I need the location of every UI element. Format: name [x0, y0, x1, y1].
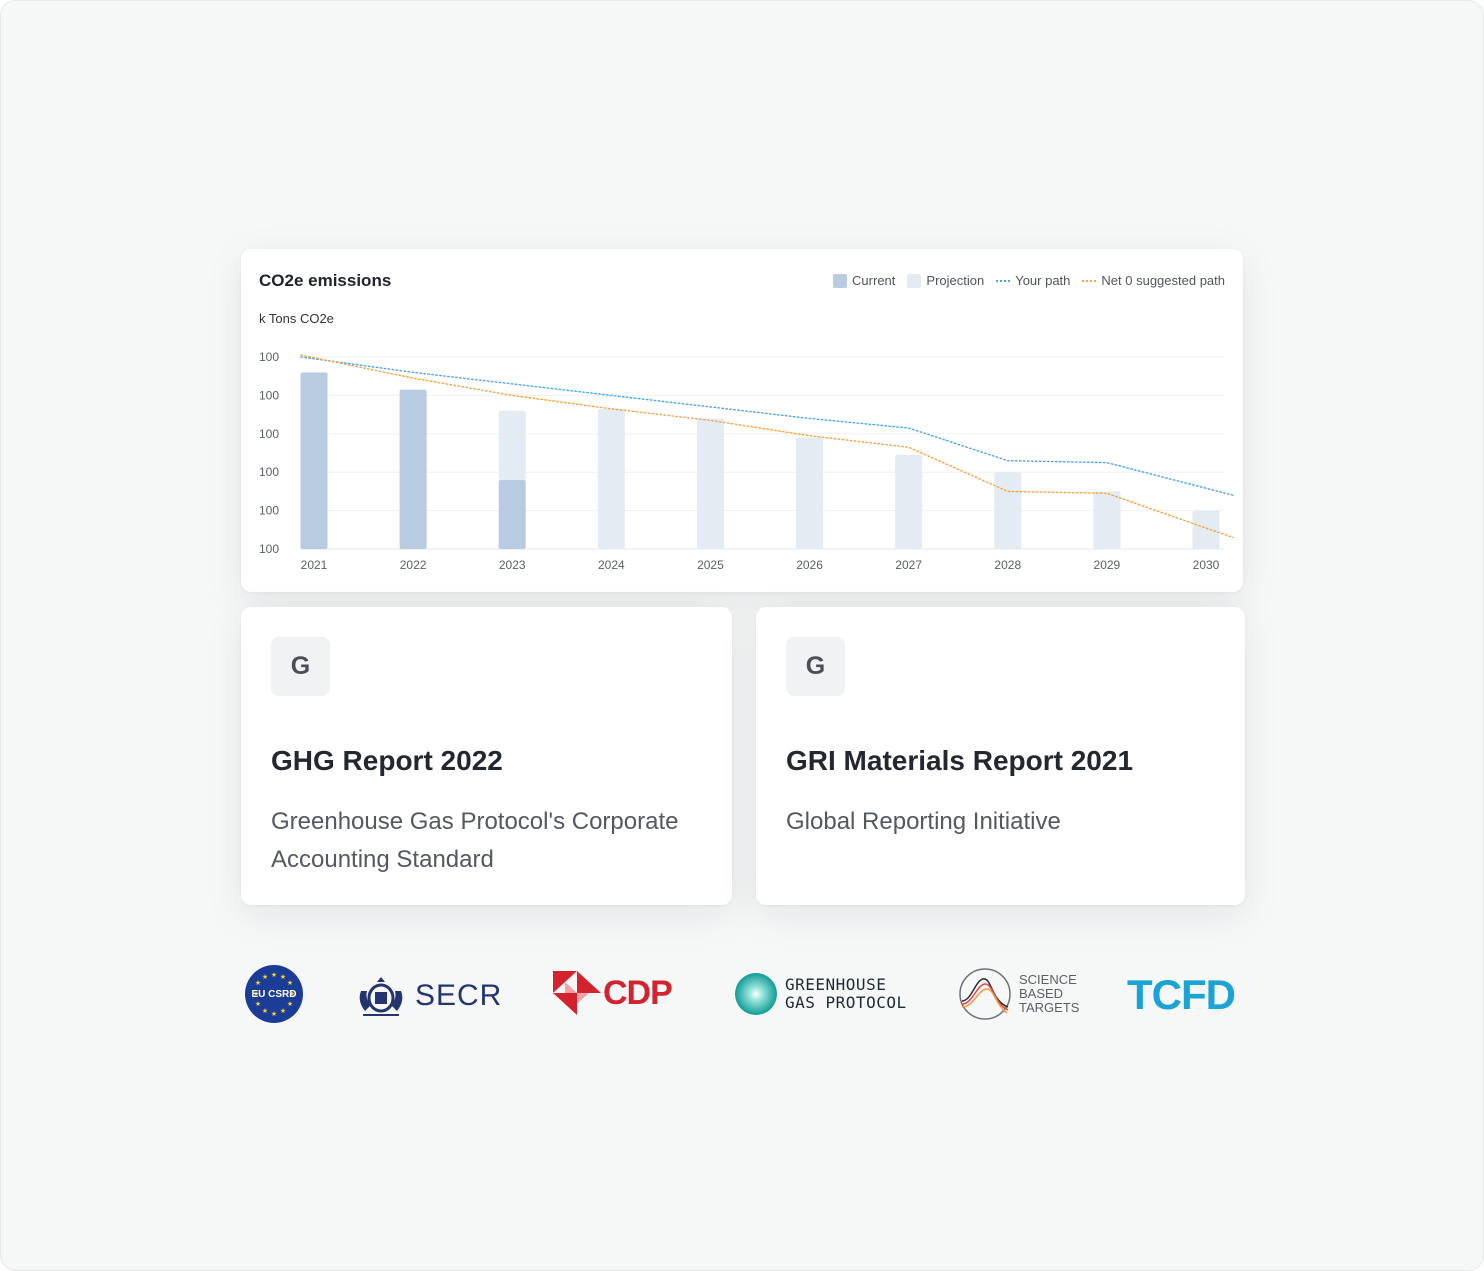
cdp-label: CDP	[603, 973, 673, 1012]
legend-label-current: Current	[852, 273, 896, 288]
bar-current	[498, 479, 526, 549]
eu-csrd-logo: ★ ★ ★ ★ ★ ★ ★ ★ ★ ★ ★ ★ EU CSRD	[245, 965, 303, 1023]
ghg-line-2: GAS PROTOCOL	[785, 993, 907, 1012]
report-card-ghg[interactable]: G GHG Report 2022 Greenhouse Gas Protoco…	[241, 607, 732, 905]
line-net-zero-path	[300, 354, 1234, 539]
legend-swatch-your-path	[996, 279, 1011, 282]
sbt-line-2: BASED	[1019, 986, 1064, 1001]
y-tick-label: 100	[259, 504, 279, 518]
report-subtitle: Greenhouse Gas Protocol's Corporate Acco…	[271, 808, 679, 873]
x-tick-label: 2023	[499, 558, 526, 572]
svg-text:★: ★	[255, 1000, 261, 1008]
legend-item-net-zero-path: Net 0 suggested path	[1082, 273, 1225, 288]
line-your-path	[300, 356, 1234, 496]
y-tick-label: 100	[259, 427, 279, 441]
legend-item-projection: Projection	[907, 273, 984, 288]
cdp-mark-icon	[553, 971, 601, 1015]
x-tick-label: 2026	[796, 558, 823, 572]
report-title: GHG Report 2022	[271, 745, 503, 776]
sbt-line-1: SCIENCE	[1019, 972, 1077, 987]
ghg-sphere-icon	[735, 973, 777, 1015]
legend-label-projection: Projection	[926, 273, 985, 288]
ghg-protocol-logo: GREENHOUSE GAS PROTOCOL	[735, 973, 907, 1015]
science-based-targets-logo: SCIENCE BASED TARGETS	[958, 967, 1079, 1021]
bar-projection	[498, 410, 526, 480]
secr-label: SECR	[415, 979, 503, 1012]
legend-swatch-net-zero-path	[1082, 279, 1097, 282]
svg-text:★: ★	[271, 971, 277, 979]
report-logo-icon: G	[271, 637, 330, 696]
svg-text:★: ★	[253, 990, 259, 998]
x-tick-label: 2022	[400, 558, 427, 572]
y-tick-label: 100	[259, 350, 279, 364]
legend-item-current: Current	[833, 273, 895, 288]
svg-text:★: ★	[271, 1010, 277, 1018]
bar-projection	[1192, 510, 1220, 549]
x-tick-label: 2027	[895, 558, 922, 572]
svg-text:★: ★	[287, 979, 293, 987]
x-tick-label: 2021	[301, 558, 328, 572]
x-tick-label: 2030	[1193, 558, 1220, 572]
legend-item-your-path: Your path	[996, 273, 1070, 288]
report-card-gri[interactable]: G GRI Materials Report 2021 Global Repor…	[756, 607, 1245, 905]
sbt-wave-icon	[959, 968, 1011, 1020]
x-tick-label: 2024	[598, 558, 625, 572]
legend-swatch-projection	[907, 273, 922, 288]
svg-text:★: ★	[262, 973, 268, 981]
legend-swatch-current	[833, 273, 848, 288]
ghg-line-1: GREENHOUSE	[785, 975, 887, 994]
cdp-logo: CDP	[553, 971, 673, 1015]
emissions-chart-plot: 100 100 100 100 100 100 2021 2022 2023 2024 2025 20…	[259, 350, 1234, 572]
eu-csrd-label: EU CSRD	[251, 988, 297, 1000]
report-title: GRI Materials Report 2021	[786, 745, 1134, 776]
y-axis-unit-label: k Tons CO2e	[259, 311, 334, 326]
bar-projection	[796, 437, 824, 549]
svg-text:★: ★	[262, 1007, 268, 1015]
x-tick-label: 2025	[697, 558, 724, 572]
y-tick-label: 100	[259, 465, 279, 479]
royal-crest-icon	[359, 977, 403, 1016]
svg-text:★: ★	[280, 973, 286, 981]
secr-logo: SECR	[355, 973, 502, 1019]
report-logo-icon: G	[786, 637, 845, 696]
x-tick-label: 2029	[1094, 558, 1121, 572]
eu-stars-icon: ★ ★★ ★★★ ★★★ ★★★	[253, 971, 295, 1018]
bar-projection	[696, 418, 724, 549]
chart-title: CO2e emissions	[259, 271, 392, 290]
bar-projection	[994, 472, 1022, 549]
report-subtitle: Global Reporting Initiative	[786, 808, 1061, 835]
bar-current	[399, 389, 427, 549]
tcfd-logo: TCFD	[1127, 971, 1236, 1019]
legend-label-net-zero-path: Net 0 suggested path	[1101, 273, 1225, 288]
svg-text:★: ★	[255, 979, 261, 987]
svg-text:★: ★	[289, 990, 295, 998]
framework-logos-row: ★ ★ ★ ★ ★ ★ ★ ★ ★ ★ ★ ★ EU CSRD SECR	[1, 961, 1484, 1031]
tcfd-label: TCFD	[1127, 971, 1236, 1018]
svg-text:★: ★	[287, 1000, 293, 1008]
bar-current	[300, 372, 328, 549]
x-tick-label: 2028	[994, 558, 1021, 572]
y-tick-label: 100	[259, 542, 279, 556]
bar-projection	[1093, 491, 1121, 549]
chart-legend: Current Projection Your path Net 0 sugge…	[833, 273, 1225, 288]
sbt-line-3: TARGETS	[1019, 1000, 1080, 1015]
ghg-protocol-wordmark: GREENHOUSE GAS PROTOCOL	[785, 976, 907, 1012]
svg-text:★: ★	[280, 1007, 286, 1015]
bar-projection	[597, 408, 625, 549]
emissions-chart-card: CO2e emissions k Tons CO2e Current Proje…	[241, 249, 1243, 592]
sbt-wordmark: SCIENCE BASED TARGETS	[1019, 973, 1079, 1015]
legend-label-your-path: Your path	[1015, 273, 1071, 288]
bar-projection	[895, 454, 923, 549]
y-tick-label: 100	[259, 388, 279, 402]
